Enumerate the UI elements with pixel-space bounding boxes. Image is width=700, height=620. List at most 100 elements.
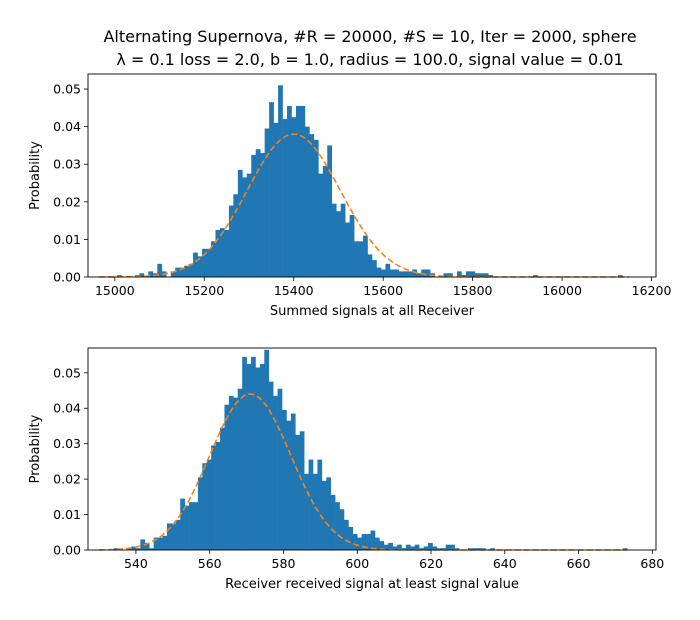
x-tick-label: 15800	[453, 283, 493, 298]
histogram-bar	[392, 546, 398, 550]
histogram-bar	[193, 252, 198, 277]
histogram-bar	[317, 459, 323, 550]
histogram-bar	[175, 519, 181, 550]
histogram-bar	[330, 495, 336, 550]
histogram-bar	[428, 542, 433, 550]
histogram-bar	[372, 260, 377, 277]
y-tick-label: 0.05	[53, 82, 81, 97]
histogram-bar	[321, 480, 327, 550]
histogram-bar	[374, 537, 380, 550]
histogram-bar	[220, 427, 225, 550]
histogram-bar	[490, 548, 495, 550]
histogram-bar	[224, 404, 230, 550]
y-axis-label: Probability	[28, 141, 43, 210]
histogram-bar	[370, 530, 376, 550]
histogram-bar	[398, 271, 404, 277]
histogram-bar	[242, 356, 247, 550]
histogram-bar	[304, 126, 310, 277]
bottom-histogram-axes: 540 560 580 600 620 640 660 680 0.00 0.01 0.02 0.03…	[28, 347, 664, 592]
histogram-bar	[380, 269, 386, 277]
histogram-bar	[299, 431, 305, 550]
histogram-bar	[148, 271, 154, 277]
histogram-bar	[228, 205, 234, 277]
histogram-bar	[376, 267, 382, 277]
histogram-bar	[255, 367, 261, 550]
histogram-bar	[246, 173, 252, 277]
histogram-bar	[361, 534, 367, 550]
histogram-bar	[443, 273, 449, 277]
histogram-bar	[300, 105, 306, 277]
histogram-bar	[379, 541, 385, 550]
y-tick-label: 0.00	[53, 270, 81, 285]
histogram-bar	[348, 526, 354, 550]
histogram-bar	[269, 102, 274, 277]
histogram-bar	[215, 441, 221, 550]
histogram-bar	[175, 267, 180, 277]
x-tick-label: 540	[124, 556, 148, 571]
x-tick-label: 15600	[363, 283, 403, 298]
histogram-bar	[349, 214, 355, 277]
histogram-bar	[304, 473, 309, 550]
histogram-bar	[405, 544, 411, 550]
histogram-bar	[206, 459, 212, 550]
histogram-bar	[407, 271, 413, 277]
x-tick-label: 15000	[95, 283, 135, 298]
histogram-bar	[363, 235, 368, 277]
histogram-bar	[421, 269, 426, 277]
histogram-bar	[291, 117, 297, 278]
histogram-bar	[345, 222, 350, 277]
histogram-bar	[295, 105, 301, 277]
histogram-bar	[479, 273, 485, 277]
histogram-bar	[358, 241, 364, 277]
top-histogram-axes: 15000 15200 15400 15600 15800 16000 16200 0.00 0…	[28, 73, 672, 319]
histogram-bar	[113, 548, 119, 550]
histogram-bar	[410, 546, 416, 550]
y-tick-label: 0.03	[53, 157, 81, 172]
histogram-bar	[184, 265, 189, 277]
histogram-bar	[273, 122, 279, 278]
x-tick-label: 16200	[632, 283, 672, 298]
x-tick-label: 600	[345, 556, 369, 571]
histogram-bar	[425, 269, 431, 277]
histogram-bar	[488, 275, 494, 277]
histogram-bar	[366, 534, 371, 550]
histogram-bar	[251, 154, 257, 277]
x-tick-label: 15200	[184, 283, 224, 298]
histogram-bar	[308, 459, 314, 550]
histogram-bar	[414, 544, 420, 550]
x-tick-label: 640	[493, 556, 517, 571]
histogram-bar	[233, 397, 239, 550]
histogram-bar	[202, 463, 208, 550]
histogram-bar	[255, 149, 261, 277]
histogram-bar	[189, 502, 194, 550]
histogram-bar	[264, 349, 270, 550]
histogram-bar	[448, 273, 453, 277]
histogram-bar	[339, 509, 345, 550]
histogram-bar	[352, 534, 358, 550]
x-axis-label: Receiver received signal at least signal…	[225, 577, 519, 592]
histogram-bar	[228, 395, 234, 550]
histogram-bar	[389, 269, 395, 277]
histogram-bar	[197, 477, 203, 550]
histogram-bar	[335, 502, 340, 550]
histogram-bar	[251, 356, 256, 550]
histogram-bar	[157, 263, 163, 277]
histogram-bar	[278, 85, 283, 278]
histogram-bar	[242, 177, 248, 277]
histogram-bar	[127, 548, 132, 550]
y-tick-label: 0.02	[53, 194, 81, 209]
histogram-bar	[483, 273, 489, 277]
y-axis-label: Probability	[28, 414, 43, 483]
histogram-bar	[533, 275, 538, 277]
histogram-bar	[237, 169, 243, 277]
histogram-bar	[326, 477, 331, 550]
x-tick-label: 560	[198, 556, 222, 571]
histogram-bar	[206, 248, 212, 277]
histogram-bar	[401, 548, 407, 550]
histogram-bar	[179, 267, 185, 277]
histogram-bar	[340, 203, 346, 277]
histogram-bar	[184, 505, 190, 550]
histogram-bar	[470, 271, 476, 277]
x-axis-label: Summed signals at all Receiver	[270, 304, 475, 319]
